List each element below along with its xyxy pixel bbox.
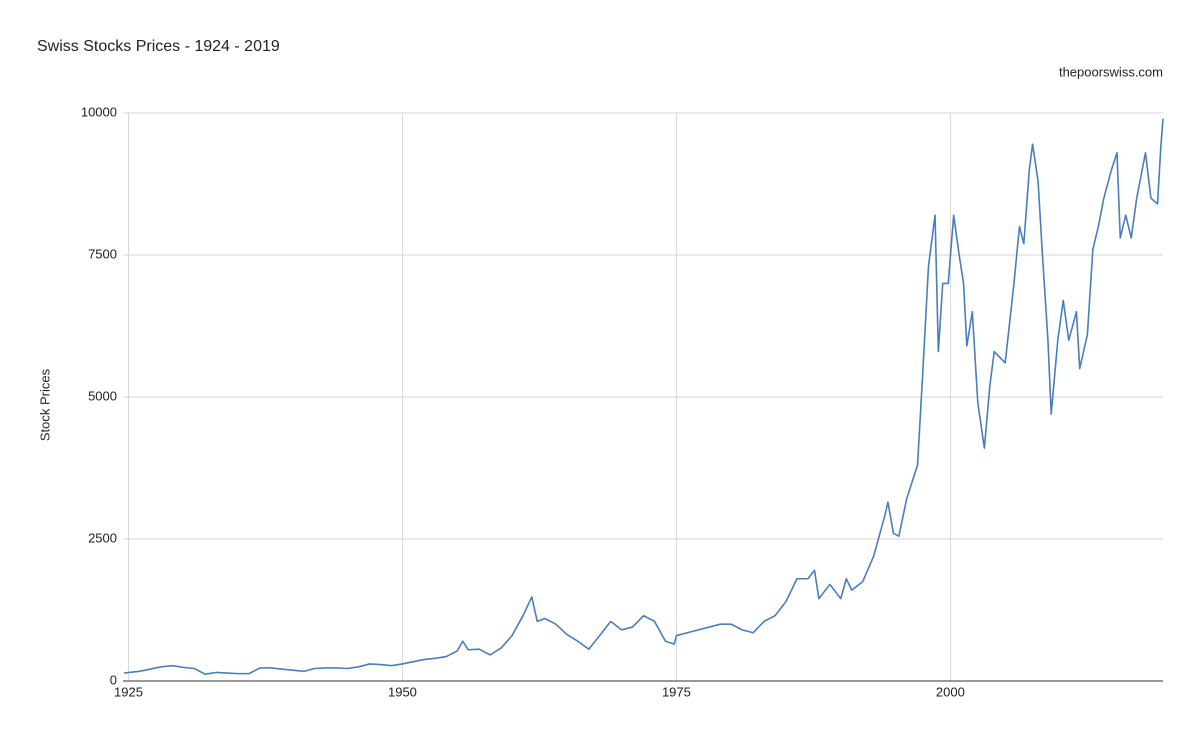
- y-tick-label: 7500: [88, 246, 117, 261]
- y-tick-label: 10000: [81, 104, 117, 119]
- x-tick-label: 1975: [662, 684, 691, 699]
- x-tick-label: 2000: [936, 684, 965, 699]
- chart-title: Swiss Stocks Prices - 1924 - 2019: [37, 38, 280, 55]
- chart-subtitle: thepoorswiss.com: [1059, 64, 1163, 79]
- x-tick-label: 1950: [388, 684, 417, 699]
- y-tick-label: 0: [110, 672, 117, 687]
- y-tick-label: 2500: [88, 530, 117, 545]
- x-tick-label: 1925: [114, 684, 143, 699]
- series-line: [124, 118, 1164, 675]
- y-axis-label: Stock Prices: [37, 368, 52, 441]
- y-tick-label: 5000: [88, 388, 117, 403]
